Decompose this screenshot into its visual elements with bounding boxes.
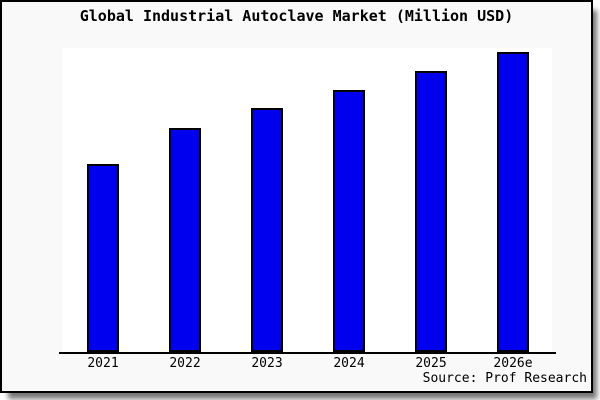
chart-card: Global Industrial Autoclave Market (Mill… bbox=[0, 0, 593, 393]
source-credit: Source: Prof Research bbox=[422, 371, 587, 386]
chart-title: Global Industrial Autoclave Market (Mill… bbox=[79, 7, 514, 25]
bar-2021 bbox=[87, 164, 119, 352]
x-axis-line bbox=[59, 352, 556, 354]
bar-2025 bbox=[415, 71, 447, 352]
x-tick-label-2021: 2021 bbox=[87, 356, 119, 371]
x-tick-label-2024: 2024 bbox=[333, 356, 365, 371]
bar-2024 bbox=[333, 90, 365, 352]
x-tick-label-2025: 2025 bbox=[415, 356, 447, 371]
x-tick-label-2022: 2022 bbox=[169, 356, 201, 371]
bar-2026e bbox=[497, 52, 529, 352]
plot-area bbox=[62, 48, 552, 352]
x-tick-label-2023: 2023 bbox=[251, 356, 283, 371]
bar-2023 bbox=[251, 108, 283, 352]
bar-2022 bbox=[169, 128, 201, 352]
x-tick-label-2026e: 2026e bbox=[493, 356, 533, 371]
